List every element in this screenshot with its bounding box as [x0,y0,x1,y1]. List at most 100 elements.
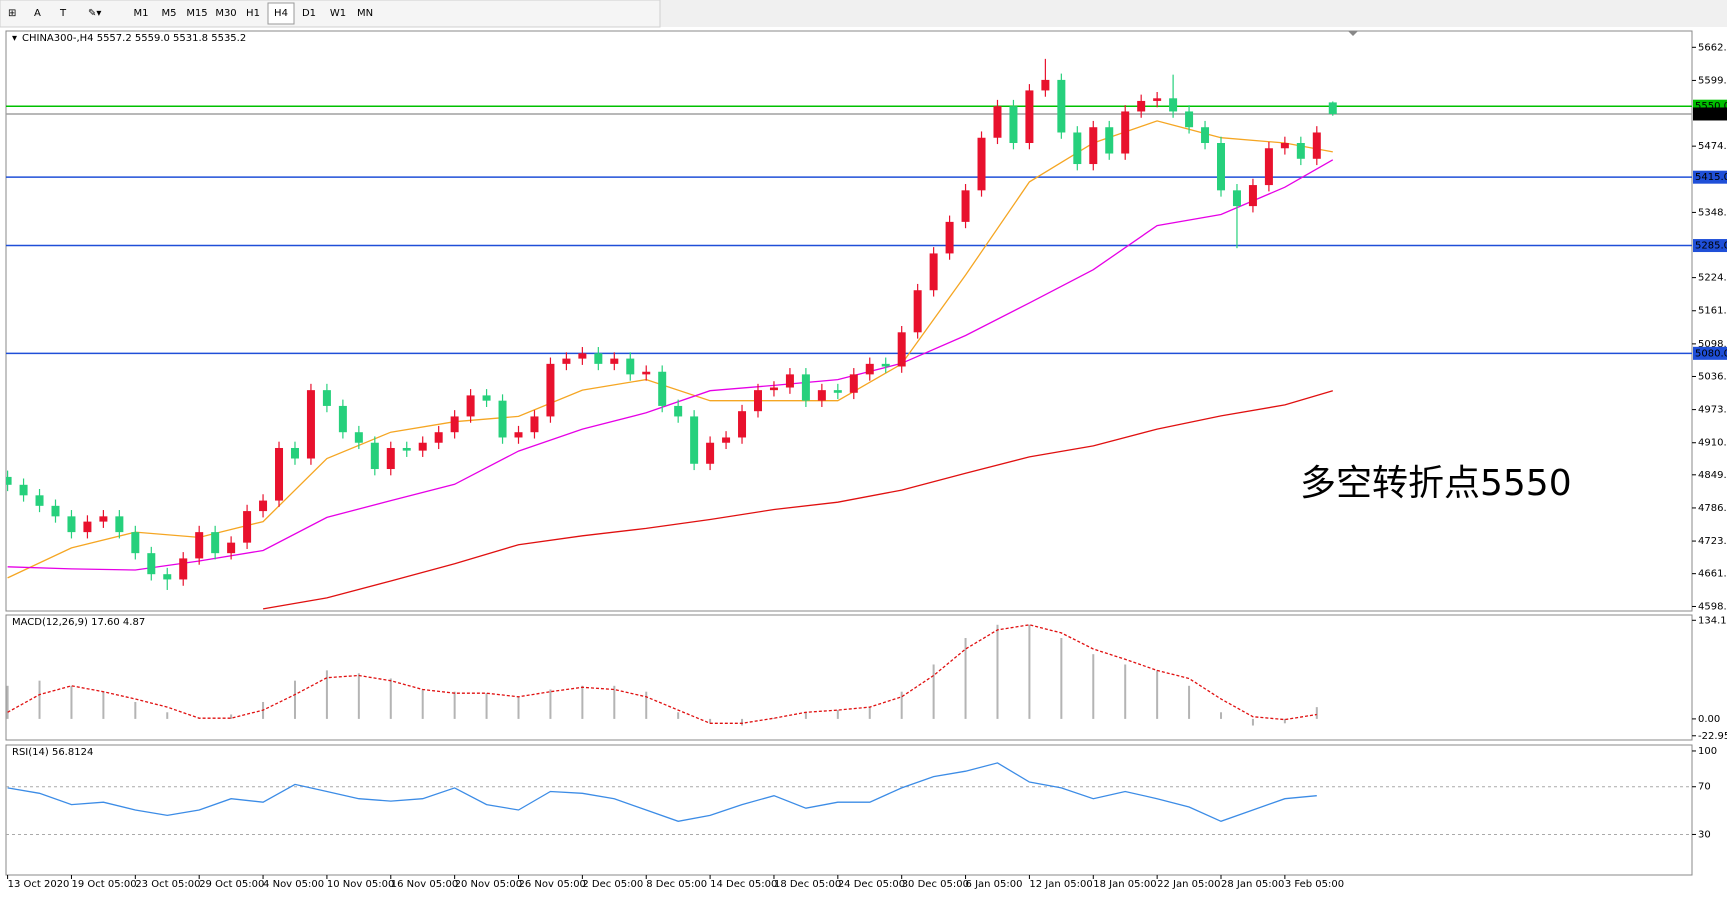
timeframe-button[interactable]: W1 [330,8,346,19]
macd-bar [421,689,424,719]
candle-body [626,358,635,375]
level-label: 5535.2 [1695,109,1727,120]
timeframe-button[interactable]: M15 [186,8,207,19]
candle-body [1089,127,1098,165]
macd-bar [900,691,903,719]
y-tick-label: 5224.0 [1698,273,1727,284]
macd-bar [868,707,871,719]
candle-body [1232,190,1241,207]
candle-body [1296,143,1305,159]
candle-body [945,221,954,254]
candle-body [83,521,92,533]
x-tick-label: 24 Dec 05:00 [838,879,905,890]
candle-body [51,505,60,517]
macd-bar [389,678,392,719]
candle-body [131,532,140,554]
candle-body [482,395,491,401]
moving-average [7,159,1334,571]
timeframe-button[interactable]: H1 [246,8,260,19]
y-tick-label: 5599.0 [1698,75,1727,86]
candle-body [1248,185,1257,207]
timeframe-button[interactable]: M5 [162,8,177,19]
y-tick-label: 5348.0 [1698,207,1727,218]
macd-bar [1156,670,1159,719]
timeframe-button[interactable]: MN [357,8,373,19]
candle-body [785,374,794,388]
candle-body [849,374,858,393]
tool-label[interactable]: T [59,8,67,19]
macd-bar [1124,664,1127,719]
macd-bar [134,701,137,719]
level-tag [1693,107,1727,121]
macd-bar [1315,707,1318,719]
x-tick-label: 4 Nov 05:00 [263,879,324,890]
tool-cursor[interactable]: ⊞ [8,8,16,19]
y-tick-label: 0.00 [1698,714,1720,725]
macd-bar [996,624,999,719]
candle-body [1009,106,1018,144]
candle-body [865,363,874,375]
candle-body [1137,100,1146,112]
candle-body [1041,79,1050,91]
x-tick-label: 19 Oct 05:00 [71,879,136,890]
candle-body [99,516,108,522]
chart-title: ▾ [12,33,17,44]
y-tick-label: 4973.0 [1698,405,1727,416]
y-tick-label: 4786.0 [1698,503,1727,514]
candle-body [977,137,986,191]
macd-bar [804,712,807,719]
macd-bar [517,696,520,719]
candle-body [338,405,347,433]
candle-body [163,574,172,580]
y-tick-label: 5036.0 [1698,371,1727,382]
candle-body [769,387,778,391]
candle-body [514,432,523,438]
x-tick-label: 16 Nov 05:00 [391,879,458,890]
y-tick-label: 5474.0 [1698,141,1727,152]
tool-shapes[interactable]: ✎▾ [88,8,101,19]
candle-body [1025,90,1034,144]
candle-body [386,447,395,470]
candle-body [370,442,379,470]
candle-body [418,442,427,451]
moving-average [262,390,1333,610]
timeframe-button[interactable]: H4 [274,8,288,19]
rsi-line [7,762,1317,822]
macd-bar [549,689,552,719]
macd-bar [293,680,296,719]
y-tick-label: -22.95 [1698,731,1727,742]
candle-body [19,484,28,496]
candle-body [259,500,268,512]
level-tag [1693,170,1727,184]
macd-bar [581,685,584,719]
main-panel [5,30,1693,612]
macd-bar [1251,718,1254,726]
tool-text[interactable]: A [34,8,41,19]
y-tick-label: 4598.6 [1698,601,1727,612]
candle-body [290,447,299,459]
candle-body [35,495,44,506]
candle-body [1185,111,1194,128]
macd-panel [5,614,1693,741]
candle-body [738,411,747,438]
macd-bar [1028,624,1031,719]
price-plot [6,58,1692,610]
candle-body [179,558,188,580]
candle-body [1121,111,1130,154]
timeframe-button[interactable]: M30 [215,8,236,19]
x-tick-label: 6 Jan 05:00 [966,879,1023,890]
active-timeframe [267,2,295,25]
candle-body [817,390,826,401]
macd-bar [453,691,456,719]
candle-body [546,363,555,417]
macd-bar [1188,685,1191,719]
y-tick-label: 4723.0 [1698,536,1727,547]
x-tick-label: 20 Nov 05:00 [455,879,522,890]
candle-body [961,190,970,222]
macd-bar [230,714,233,719]
macd-bar [677,712,680,719]
timeframe-button[interactable]: D1 [302,8,316,19]
x-tick-label: 23 Oct 05:00 [135,879,200,890]
timeframe-button[interactable]: M1 [134,8,149,19]
